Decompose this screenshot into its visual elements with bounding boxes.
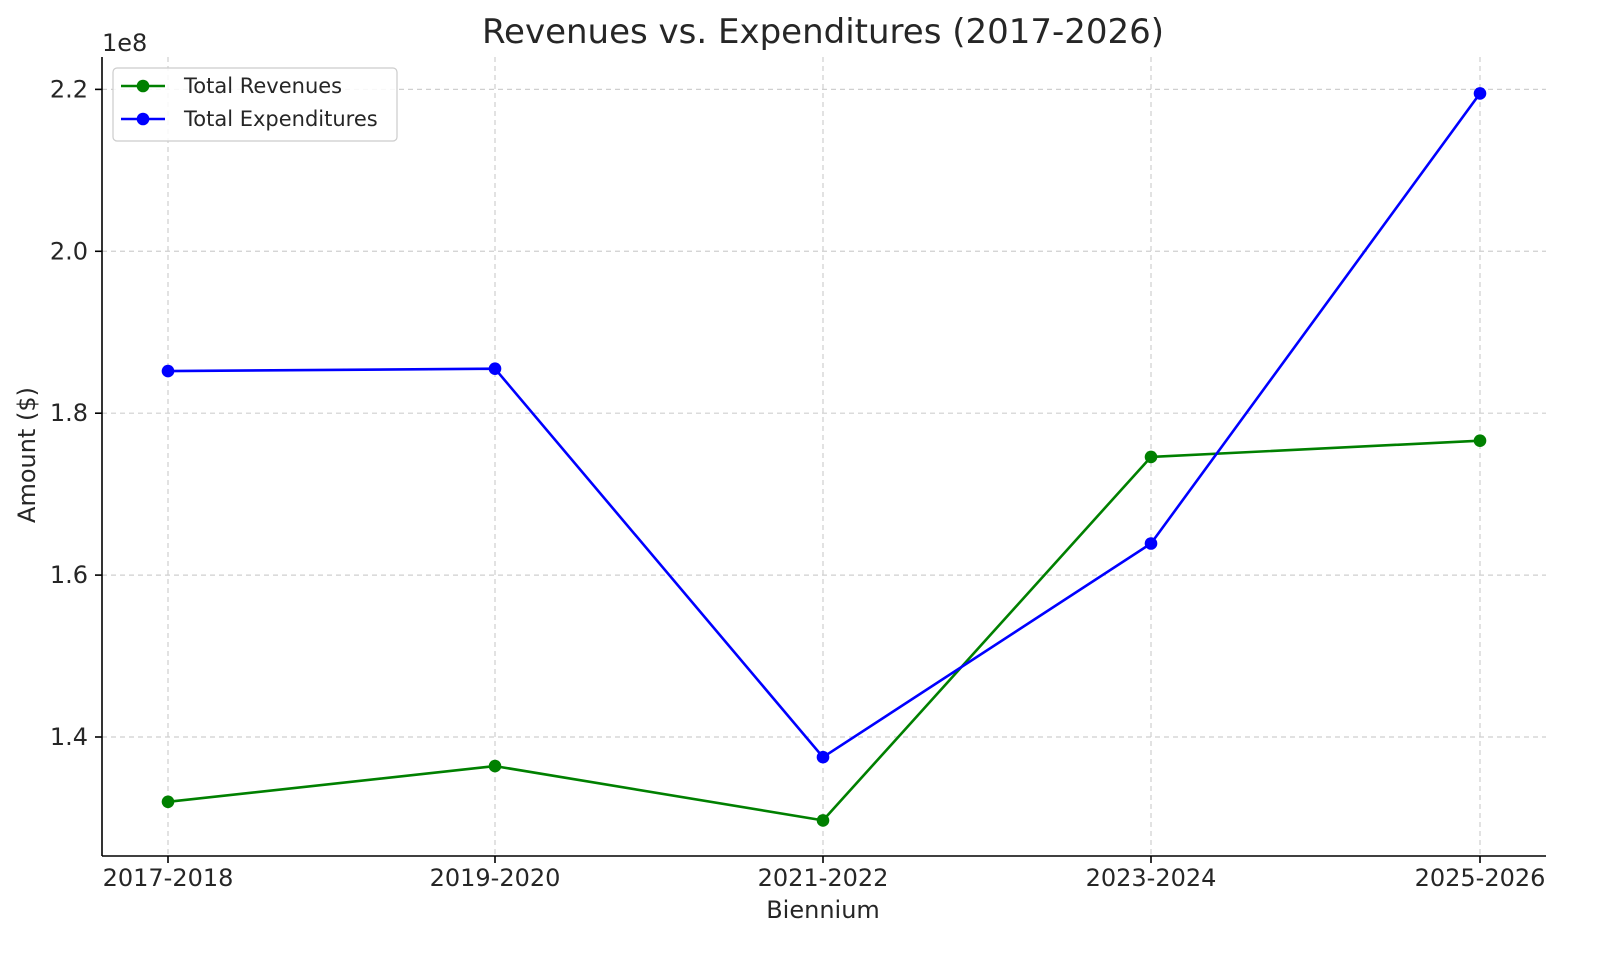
data-point (161, 795, 175, 809)
data-point (488, 362, 502, 376)
x-tick-label: 2021-2022 (758, 864, 889, 892)
data-point (1144, 450, 1158, 464)
series-line (167, 439, 1481, 822)
tick-labels: 2017-2018 2019-2020 2021-2022 2023-2024 2025… (50, 75, 1546, 892)
series-total-revenues (161, 434, 1487, 827)
x-tick-label: 2025-2026 (1415, 864, 1546, 892)
series-line (167, 92, 1482, 759)
legend: Total Revenues Total Expenditures (112, 67, 398, 142)
data-point (1144, 537, 1158, 550)
y-tick-label: 2.0 (50, 237, 88, 265)
legend-label: Total Revenues (183, 74, 342, 98)
data-point (1473, 87, 1487, 100)
data-point (1473, 434, 1487, 448)
x-tick-label: 2019-2020 (430, 864, 561, 892)
legend-marker (136, 79, 150, 93)
data-point (488, 759, 502, 773)
y-tick-label: 2.2 (50, 75, 88, 103)
y-axis-label: Amount ($) (13, 387, 41, 523)
data-point (816, 750, 830, 764)
legend-label: Total Expenditures (183, 107, 378, 131)
axes (95, 57, 1546, 863)
data-point (816, 814, 830, 827)
series-layer (161, 87, 1487, 827)
series-total-expenditures (161, 87, 1487, 764)
y-axis-offset-label: 1e8 (102, 29, 147, 57)
x-tick-label: 2023-2024 (1086, 864, 1217, 892)
chart-title: Revenues vs. Expenditures (2017-2026) (482, 12, 1164, 52)
x-axis-label: Biennium (766, 896, 880, 924)
x-tick-label: 2017-2018 (103, 864, 234, 892)
data-point (161, 364, 175, 378)
grid-lines (102, 57, 1546, 856)
legend-box (112, 67, 398, 142)
legend-marker (136, 112, 150, 126)
y-tick-label: 1.4 (50, 723, 88, 751)
y-tick-label: 1.8 (50, 399, 88, 427)
y-tick-label: 1.6 (50, 561, 88, 589)
